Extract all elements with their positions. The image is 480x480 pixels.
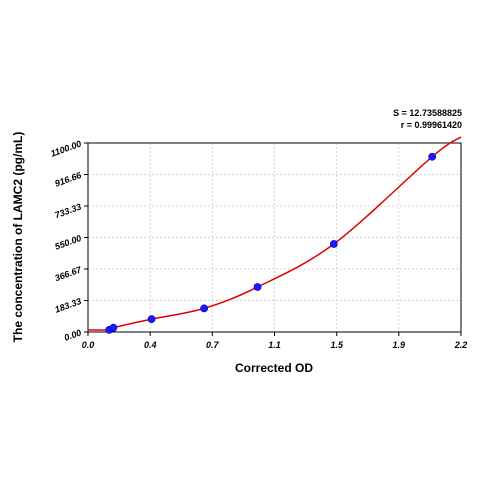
y-tick-label: 0.00 <box>63 327 83 342</box>
y-tick-label: 183.33 <box>53 296 82 315</box>
s-statistic: S = 12.73588825 <box>393 108 462 118</box>
y-tick-label: 1100.00 <box>49 138 82 158</box>
data-point <box>428 152 437 161</box>
data-point <box>109 323 118 332</box>
data-point <box>329 240 338 248</box>
x-tick-label: 1.5 <box>330 340 344 350</box>
x-tick-label: 1.9 <box>393 340 406 350</box>
data-points <box>105 152 437 334</box>
x-tick-label: 2.2 <box>454 340 468 350</box>
axes: 0.0 0.4 0.7 1.1 1.5 1.9 2.2 0.00 183.33 366.67 550… <box>49 138 467 350</box>
y-tick-label: 550.00 <box>53 233 82 252</box>
y-tick-label: 916.66 <box>53 170 83 189</box>
data-point <box>200 304 209 313</box>
y-tick-label: 733.33 <box>53 201 82 220</box>
x-tick-label: 0.4 <box>144 340 157 350</box>
x-tick-label: 0.0 <box>82 340 95 350</box>
x-tick-label: 0.7 <box>206 340 220 350</box>
x-axis-title: Corrected OD <box>235 361 313 375</box>
data-point <box>147 315 156 324</box>
gridlines <box>88 143 461 332</box>
r-statistic: r = 0.99961420 <box>401 120 462 130</box>
x-tick-label: 1.1 <box>268 340 281 350</box>
fit-curve-line <box>87 136 462 331</box>
y-axis-title: The concentration of LAMC2 (pg/mL) <box>11 132 25 343</box>
y-tick-label: 366.67 <box>53 264 83 283</box>
data-point <box>253 283 262 291</box>
